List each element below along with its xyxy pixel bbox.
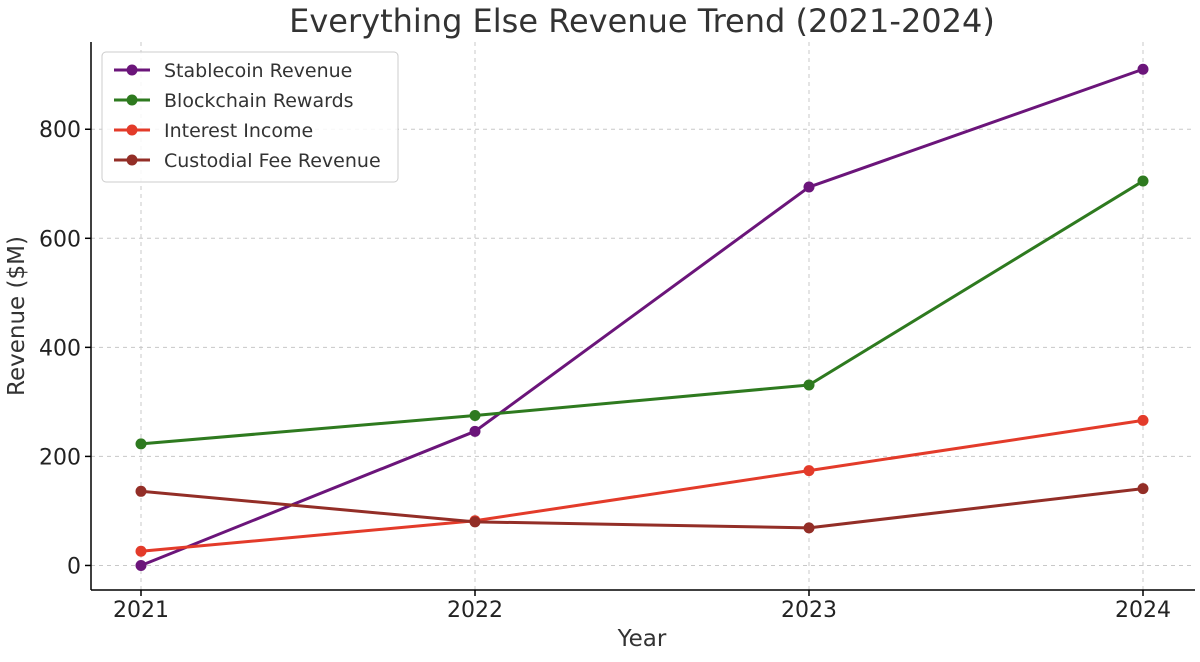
legend-marker	[126, 64, 138, 76]
legend-label: Blockchain Rewards	[164, 90, 354, 112]
legend-marker	[126, 124, 138, 136]
x-axis-label: Year	[617, 626, 667, 652]
data-point	[1137, 63, 1149, 75]
data-point	[469, 410, 481, 422]
legend-label: Stablecoin Revenue	[164, 60, 352, 82]
legend-marker	[126, 94, 138, 106]
data-point	[803, 379, 815, 391]
x-tick-label: 2024	[1115, 598, 1171, 623]
data-point	[135, 485, 147, 497]
chart-title: Everything Else Revenue Trend (2021-2024…	[289, 2, 995, 40]
series-line	[139, 487, 1145, 530]
y-tick-label: 600	[39, 227, 81, 252]
data-point	[803, 522, 815, 534]
legend-label: Custodial Fee Revenue	[164, 150, 381, 172]
axes	[90, 42, 1195, 591]
legend-marker	[126, 154, 138, 166]
data-point	[803, 465, 815, 477]
series	[135, 63, 1149, 571]
data-point	[1137, 414, 1149, 426]
y-tick-label: 0	[67, 554, 81, 579]
data-point	[469, 425, 481, 437]
y-tick-label: 200	[39, 445, 81, 470]
x-tick-label: 2022	[447, 598, 503, 623]
legend: Stablecoin Revenue Blockchain Rewards Inte…	[101, 51, 399, 183]
data-point	[1137, 483, 1149, 495]
ticks: 2021 2022 2023 2024 0 200 400 600 800	[39, 118, 1171, 623]
data-point	[469, 516, 481, 528]
series-line	[139, 179, 1145, 446]
y-tick-label: 800	[39, 118, 81, 143]
data-point	[135, 438, 147, 450]
data-point	[135, 545, 147, 557]
y-axis-label: Revenue ($M)	[4, 236, 30, 396]
legend-box	[101, 51, 399, 183]
grid	[91, 42, 1195, 590]
x-tick-label: 2023	[781, 598, 837, 623]
data-point	[1137, 175, 1149, 187]
x-tick-label: 2021	[113, 598, 169, 623]
legend-label: Interest Income	[164, 120, 313, 142]
series-line	[139, 67, 1145, 567]
data-point	[135, 559, 147, 571]
series-line	[139, 418, 1145, 553]
data-point	[803, 181, 815, 193]
y-tick-label: 400	[39, 336, 81, 361]
